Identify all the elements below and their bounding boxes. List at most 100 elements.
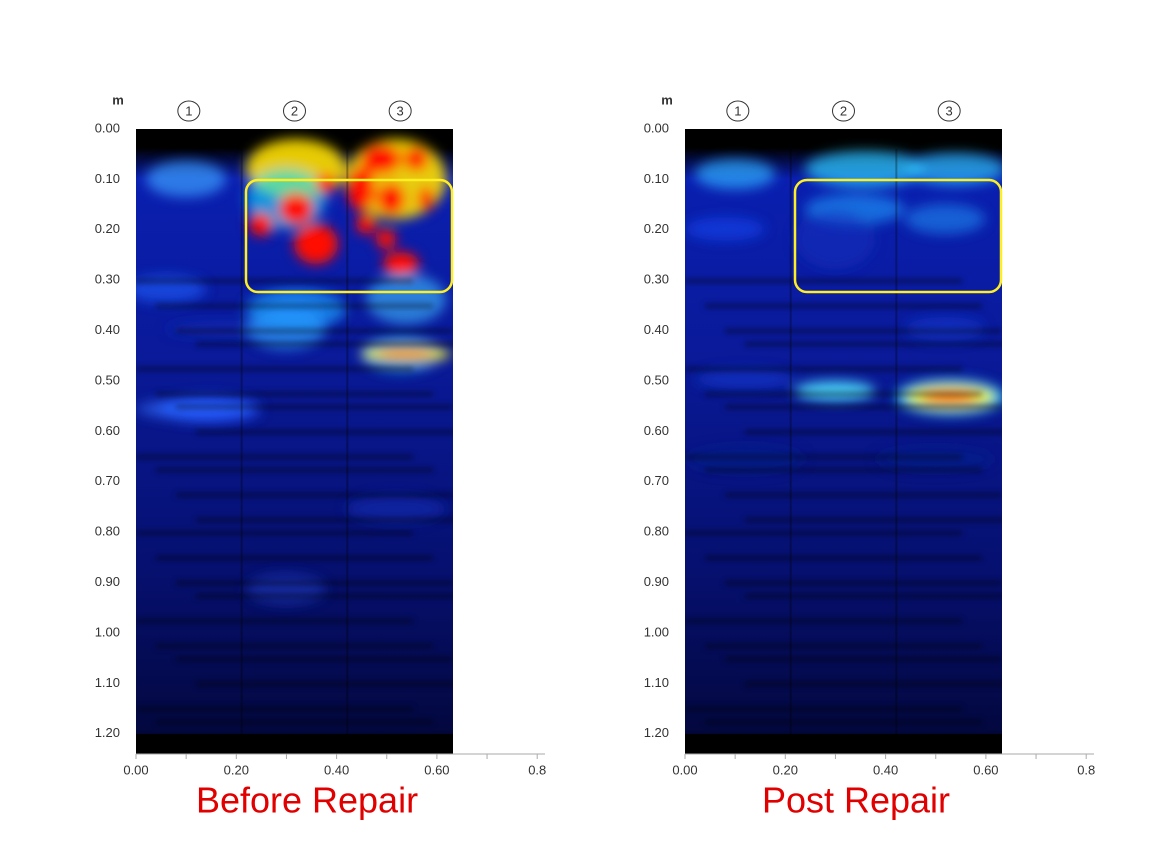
x-tick-label: 0.8 [528, 762, 546, 777]
stripe [136, 531, 413, 535]
blob [905, 204, 985, 234]
blob [146, 161, 226, 197]
stripe [156, 304, 433, 308]
y-tick-label: 0.00 [95, 120, 120, 135]
column-seam [789, 149, 792, 734]
stripe [176, 493, 453, 497]
stripe [196, 430, 453, 434]
y-tick-label: 0.00 [644, 120, 669, 135]
caption: Post Repair [762, 780, 950, 821]
stripe [705, 644, 982, 648]
stripe [725, 329, 1002, 333]
stripe [705, 468, 982, 472]
y-tick-label: 0.40 [95, 322, 120, 337]
radargram-stripes [136, 279, 453, 724]
blob [366, 274, 446, 324]
stripe [705, 304, 982, 308]
stripe [745, 342, 1002, 346]
radargram [685, 129, 1002, 754]
stripe [705, 720, 982, 724]
radargram-bottom [136, 734, 453, 754]
blob [347, 167, 375, 211]
y-tick-label: 1.10 [95, 675, 120, 690]
x-tick-label: 0.60 [973, 762, 998, 777]
stripe [136, 455, 413, 459]
blob [805, 151, 925, 187]
y-tick-label: 0.80 [95, 524, 120, 539]
blob [361, 144, 401, 174]
stripe [156, 392, 433, 396]
y-unit: m [661, 92, 673, 107]
x-tick-label: 0.40 [873, 762, 898, 777]
y-tick-label: 1.20 [95, 725, 120, 740]
x-tick-label: 0.40 [324, 762, 349, 777]
stripe [136, 619, 413, 623]
y-tick-label: 0.90 [95, 574, 120, 589]
stripe [705, 556, 982, 560]
stripe [745, 430, 1002, 434]
blob [376, 229, 396, 249]
y-tick-label: 1.10 [644, 675, 669, 690]
column-marker [388, 100, 412, 122]
y-tick-label: 1.00 [95, 624, 120, 639]
stripe [176, 657, 453, 661]
highlight-box [793, 178, 1003, 294]
stripe [745, 518, 1002, 522]
blob [695, 159, 775, 189]
stripe [176, 581, 453, 585]
blob [695, 369, 795, 389]
y-tick-label: 1.20 [644, 725, 669, 740]
blob [356, 214, 376, 234]
column-seam [895, 149, 898, 734]
column-label: 1 [185, 103, 192, 118]
stripe [685, 707, 962, 711]
stripe [685, 531, 962, 535]
y-tick-label: 0.90 [644, 574, 669, 589]
x-tick-label: 0.00 [123, 762, 148, 777]
stripe [685, 367, 962, 371]
blob [404, 147, 428, 171]
column-label: 3 [946, 103, 953, 118]
blob [418, 187, 434, 211]
blob [383, 252, 419, 276]
y-tick-label: 0.10 [95, 171, 120, 186]
stripe [745, 594, 1002, 598]
blob [249, 212, 273, 236]
blob [278, 193, 314, 225]
x-tick-label: 0.8 [1077, 762, 1095, 777]
y-tick-label: 0.50 [644, 372, 669, 387]
y-tick-label: 0.30 [95, 272, 120, 287]
stripe [156, 644, 433, 648]
stripe [685, 455, 962, 459]
stripe [685, 619, 962, 623]
stripe [136, 279, 413, 283]
blob [246, 574, 326, 604]
blob [376, 350, 436, 358]
y-tick-label: 0.70 [95, 473, 120, 488]
x-tick-label: 0.00 [672, 762, 697, 777]
blob [795, 381, 875, 401]
stripe [136, 367, 413, 371]
stripe [725, 657, 1002, 661]
x-tick-label: 0.20 [773, 762, 798, 777]
stripe [725, 405, 1002, 409]
stripe [176, 405, 453, 409]
blob [905, 153, 1002, 185]
column-marker [283, 100, 306, 122]
y-tick-label: 1.00 [644, 624, 669, 639]
column-label: 3 [397, 103, 404, 118]
column-marker [177, 100, 201, 122]
stripe [156, 468, 433, 472]
stripe [745, 682, 1002, 686]
panel: m1 2 30.000.100.200.300.400.500.600.700.80… [644, 92, 1096, 820]
stripe [196, 682, 453, 686]
x-tick-label: 0.20 [224, 762, 249, 777]
highlight-box [244, 178, 454, 294]
column-seam [346, 149, 349, 734]
y-tick-label: 0.10 [644, 171, 669, 186]
blob [795, 209, 875, 269]
y-tick-label: 0.30 [644, 272, 669, 287]
stripe [725, 493, 1002, 497]
caption: Before Repair [196, 780, 418, 821]
